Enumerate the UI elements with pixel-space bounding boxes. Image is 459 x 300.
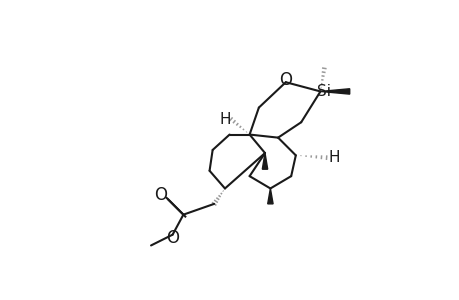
Text: O: O [153,186,167,204]
Text: O: O [279,71,291,89]
Text: Si: Si [316,84,330,99]
Text: O: O [166,229,179,247]
Text: H: H [219,112,230,127]
Polygon shape [267,188,273,204]
Text: H: H [328,150,339,165]
Polygon shape [262,153,267,169]
Polygon shape [320,89,349,94]
